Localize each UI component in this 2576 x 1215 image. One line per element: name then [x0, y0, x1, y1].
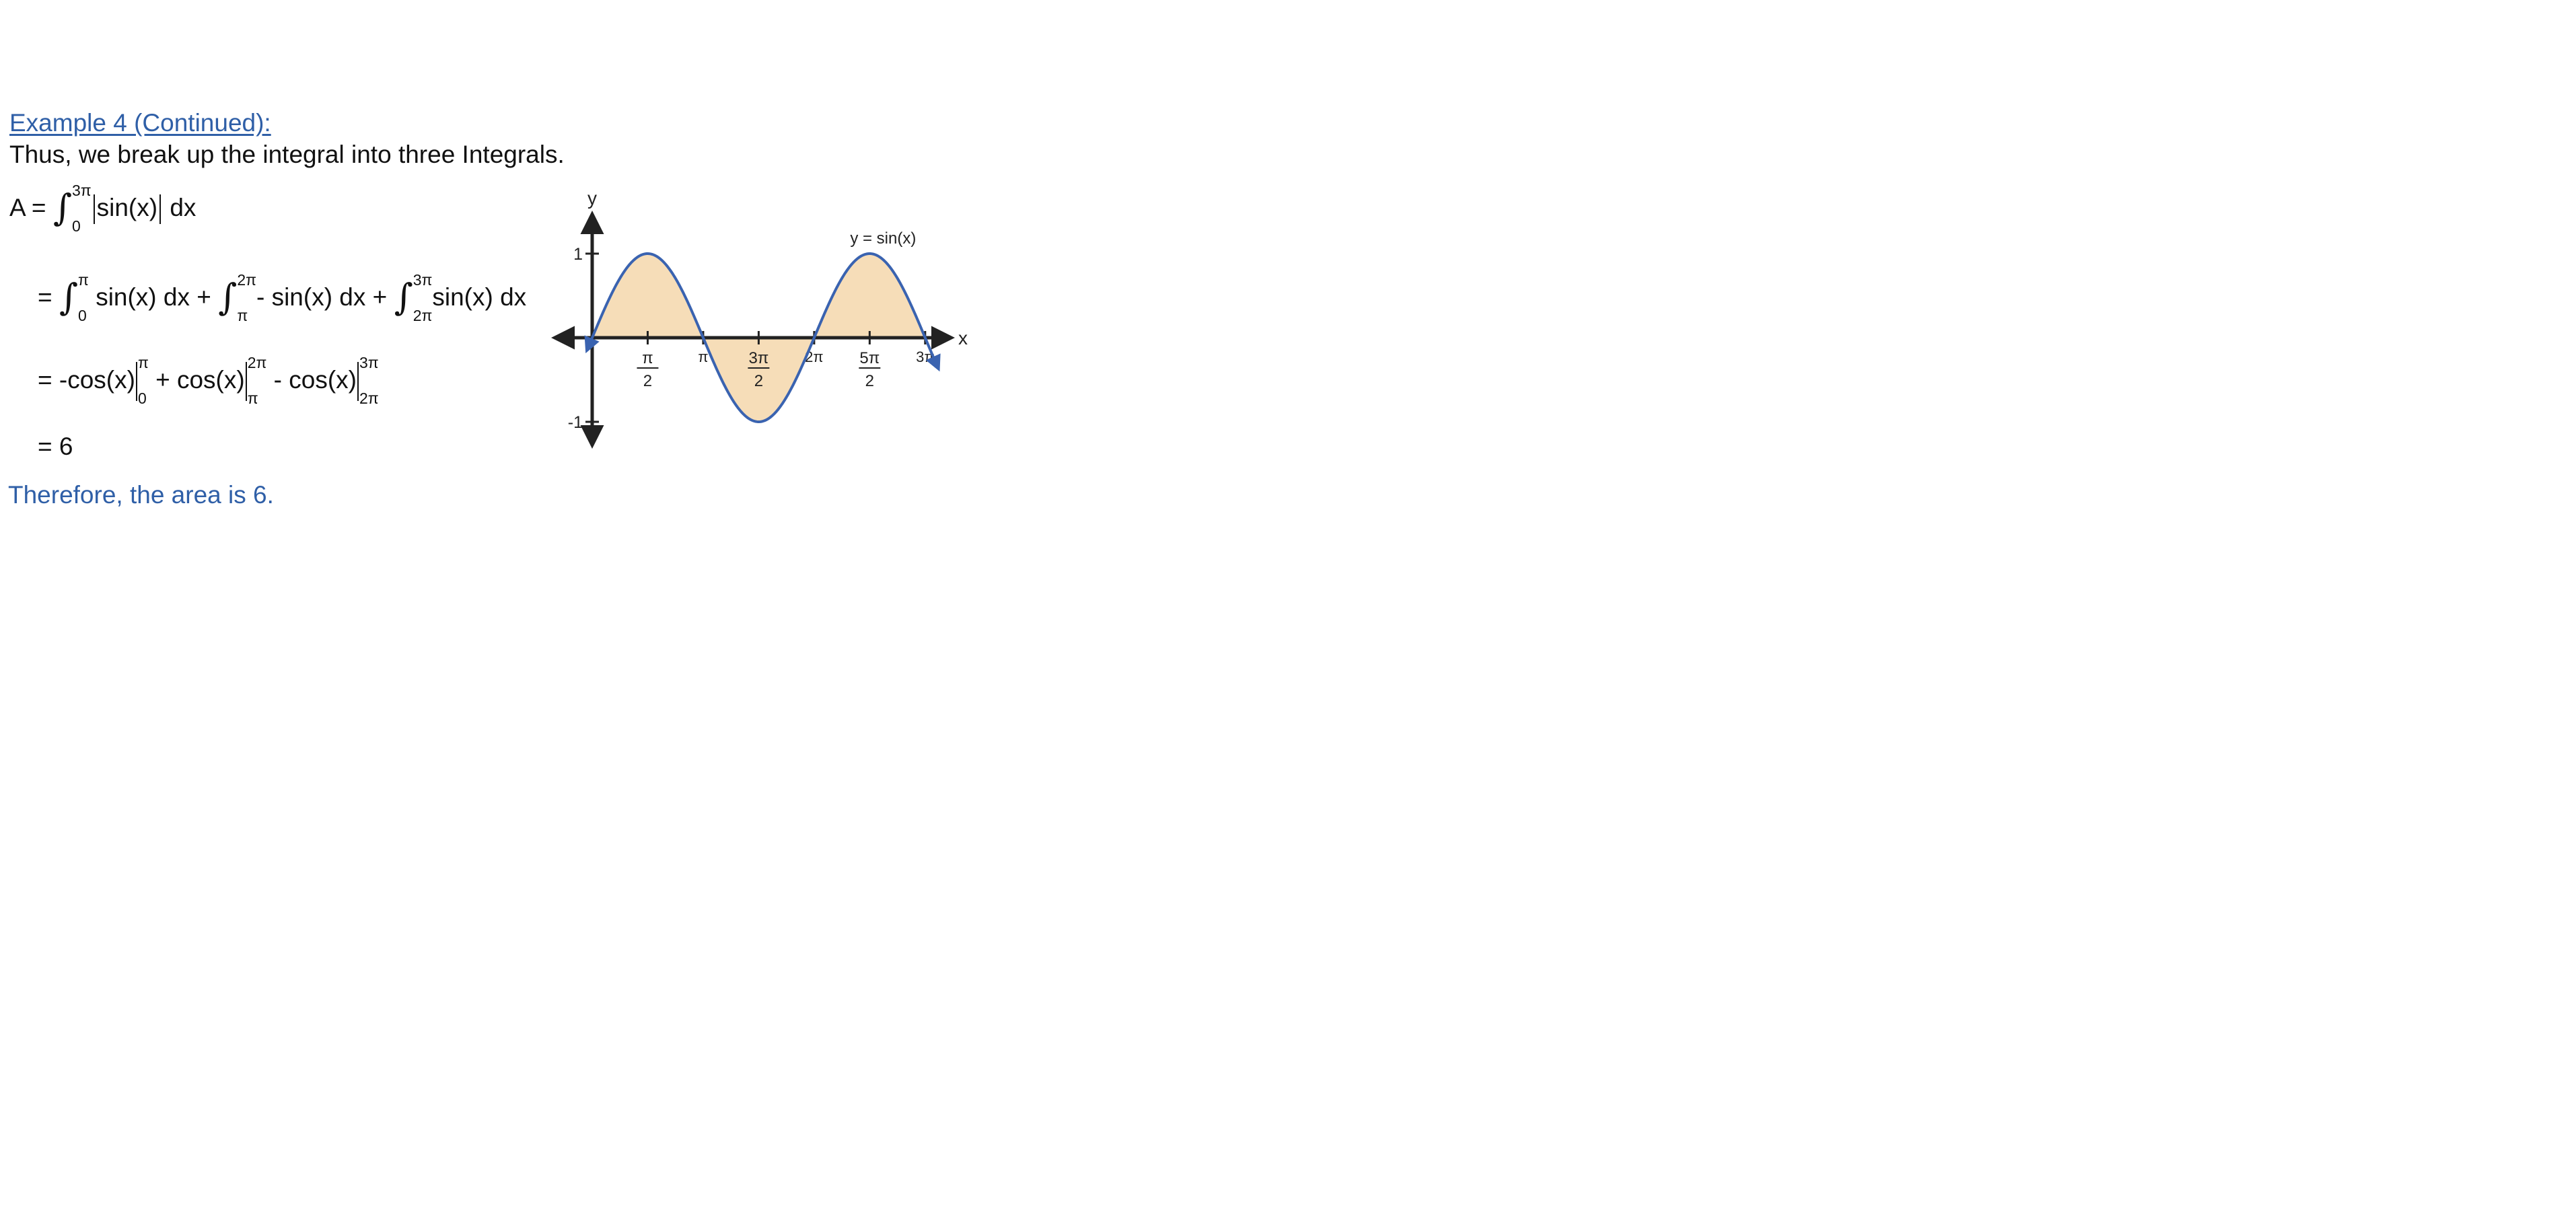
eval-bar [135, 362, 137, 401]
integrand: sin(x) [96, 194, 158, 221]
integral-limits: 2π π [237, 271, 256, 325]
conclusion-text: Therefore, the area is 6. [8, 481, 274, 509]
abs-bar-left [93, 194, 95, 225]
y-axis-label: y [587, 188, 597, 209]
integrand: sin(x) dx [432, 283, 527, 311]
eval-term: -cos(x) [59, 365, 135, 394]
integral-limits: 3π 0 [71, 182, 92, 235]
intro-text: Thus, we break up the integral into thre… [9, 141, 565, 168]
integrand: - sin(x) dx [256, 283, 366, 311]
integrand: sin(x) dx [96, 283, 190, 311]
eval-bar [245, 362, 247, 401]
x-tick-denominator: 2 [865, 372, 874, 390]
x-tick-denominator: 2 [643, 372, 652, 390]
y-tick-label: 1 [573, 245, 583, 264]
x-axis-label: x [958, 328, 968, 348]
integral-sign: ∫ [394, 276, 413, 318]
plus-sign: + [155, 365, 170, 394]
eval-term: cos(x) [176, 365, 245, 394]
result: = 6 [38, 433, 73, 460]
equation-line-4: = 6 [38, 434, 73, 459]
x-tick-denominator: 2 [754, 372, 763, 390]
curve-label: y = sin(x) [850, 229, 916, 248]
x-tick-numerator: 3π [748, 349, 768, 367]
equation-line-1: A = ∫ 3π 0 sin(x) dx [9, 182, 196, 235]
equals-sign: = [38, 283, 52, 311]
integral-sign: ∫ [59, 276, 79, 318]
eval-bar [357, 362, 359, 401]
x-tick-numerator: 5π [859, 349, 880, 367]
example-heading: Example 4 (Continued): [9, 109, 271, 137]
eval-limits: 3π 2π [359, 354, 379, 407]
area-lhs: A = [9, 194, 46, 221]
differential: dx [170, 194, 196, 221]
integral-sign: ∫ [52, 186, 72, 229]
integral-sign: ∫ [218, 276, 238, 318]
x-tick-label: π [698, 348, 708, 365]
eval-term: cos(x) [289, 365, 357, 394]
plus-sign: + [372, 283, 388, 311]
abs-bar-right [159, 194, 162, 225]
minus-sign: - [273, 365, 282, 394]
eval-limits: 2π π [247, 354, 267, 407]
equation-line-3: = -cos(x) π 0 + cos(x) 2π π - cos(x) 3π 2π [38, 354, 379, 407]
equals-sign: = [38, 365, 52, 394]
plus-sign: + [196, 283, 211, 311]
equation-line-2: = ∫ π 0 sin(x) dx + ∫ 2π π - sin(x) dx + ∫ 3π 2… [38, 271, 527, 325]
y-tick-label: -1 [568, 413, 583, 432]
x-tick-numerator: π [642, 349, 653, 367]
sine-curve [584, 252, 941, 423]
integral-limits: 3π 2π [413, 271, 433, 325]
